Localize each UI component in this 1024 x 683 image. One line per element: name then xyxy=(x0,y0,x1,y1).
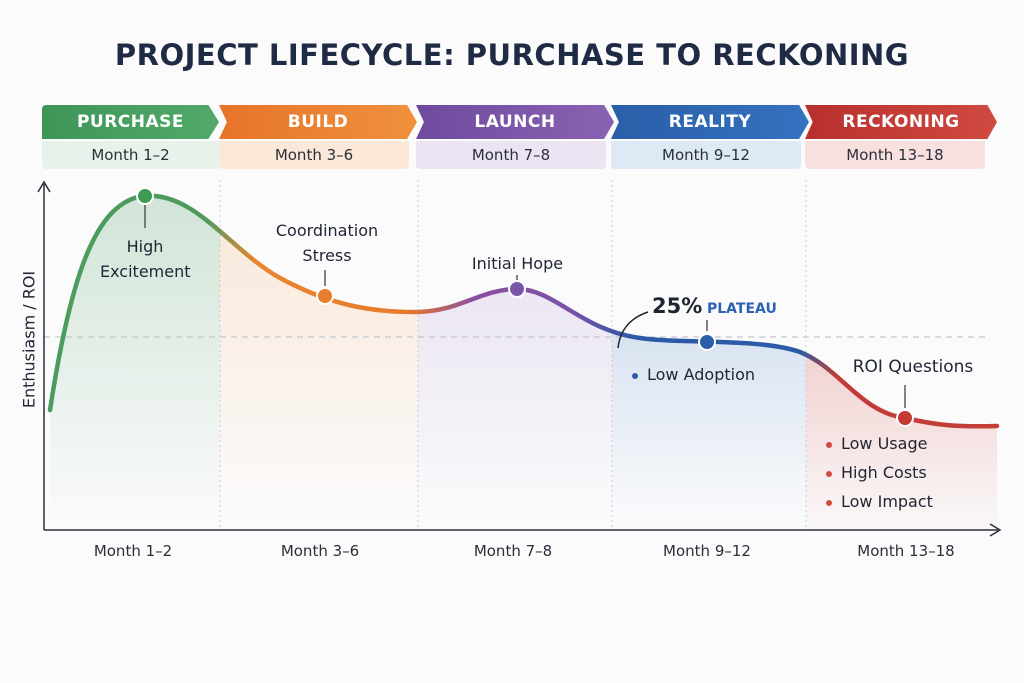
x-tick-label: Month 13–18 xyxy=(857,542,955,560)
bullet-dot-icon xyxy=(826,470,832,477)
marker-roi-questions xyxy=(896,409,914,427)
annotation-plateau-value: 25% xyxy=(652,294,703,318)
phase-period: Month 13–18 xyxy=(805,141,985,169)
plateau-callout-arc xyxy=(617,311,649,349)
bullet-low-adoption: Low Adoption xyxy=(632,360,755,389)
marker-coordination-stress xyxy=(316,287,334,305)
x-tick-label: Month 9–12 xyxy=(663,542,751,560)
phase-period: Month 3–6 xyxy=(219,141,409,169)
phase-build: BUILD Month 3–6 xyxy=(219,105,417,169)
phase-header: LAUNCH xyxy=(416,105,614,139)
phase-reality: REALITY Month 9–12 xyxy=(611,105,809,169)
phase-period: Month 1–2 xyxy=(42,141,219,169)
x-axis-arrow-icon xyxy=(989,523,1002,537)
phase-dividers xyxy=(219,180,807,528)
area-purchase xyxy=(50,195,220,530)
page-title: PROJECT LIFECYCLE: PURCHASE TO RECKONING xyxy=(114,38,910,72)
phase-purchase: PURCHASE Month 1–2 xyxy=(42,105,219,169)
annotation-high-excitement: High Excitement xyxy=(100,237,191,281)
annotation-initial-hope: Initial Hope xyxy=(471,254,564,273)
bullet-dot-icon xyxy=(826,499,832,506)
bullet-high-costs: High Costs xyxy=(826,458,927,487)
y-axis-label: Enthusiasm / ROI xyxy=(19,270,39,409)
phase-header: RECKONING xyxy=(805,105,997,139)
annotation-roi-questions: ROI Questions xyxy=(852,357,974,377)
annotation-coordination-stress: Coordination Stress xyxy=(275,221,379,265)
x-tick-label: Month 7–8 xyxy=(473,542,553,560)
bullet-dot-icon xyxy=(826,441,832,448)
y-axis-arrow-icon xyxy=(37,180,51,193)
x-tick-label: Month 1–2 xyxy=(93,542,173,560)
annotation-plateau: PLATEAU xyxy=(707,301,777,317)
marker-initial-hope xyxy=(508,280,526,298)
x-tick-label: Month 3–6 xyxy=(280,542,360,560)
phase-reckoning: RECKONING Month 13–18 xyxy=(805,105,997,169)
phase-period: Month 9–12 xyxy=(611,141,801,169)
phase-period: Month 7–8 xyxy=(416,141,606,169)
bullet-low-impact: Low Impact xyxy=(826,487,933,516)
marker-plateau xyxy=(698,333,716,351)
phase-header: BUILD xyxy=(219,105,417,139)
phase-launch: LAUNCH Month 7–8 xyxy=(416,105,614,169)
area-launch xyxy=(418,195,612,530)
marker-high-excitement xyxy=(136,187,154,205)
bullet-low-usage: Low Usage xyxy=(826,429,927,458)
phase-header: PURCHASE xyxy=(42,105,219,139)
phase-header: REALITY xyxy=(611,105,809,139)
bullet-dot-icon xyxy=(632,372,638,379)
